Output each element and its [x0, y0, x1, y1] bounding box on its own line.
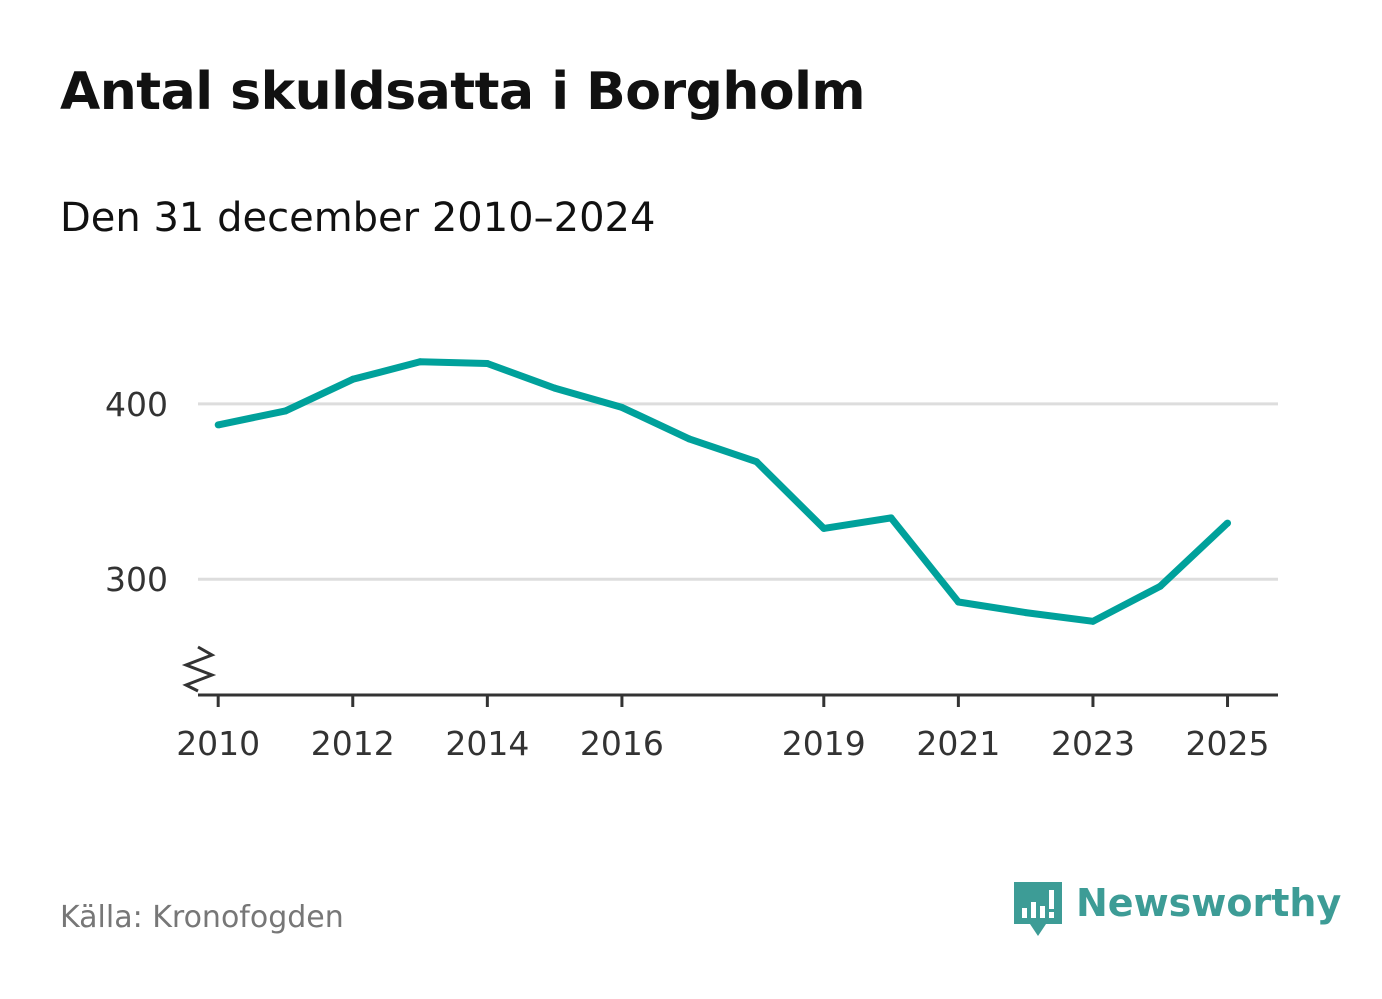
x-tick-label-2016: 2016: [580, 724, 664, 763]
series-layer: [214, 358, 1232, 625]
source-note: Källa: Kronofogden: [60, 900, 344, 935]
chart-title: Antal skuldsatta i Borgholm: [60, 62, 866, 122]
y-tick-label-300: 300: [105, 560, 168, 599]
data-point-2024: [1156, 582, 1164, 590]
data-point-2012: [349, 375, 357, 383]
data-point-2015: [551, 384, 559, 392]
x-tick-label-2023: 2023: [1051, 724, 1135, 763]
data-point-2023: [1089, 617, 1097, 625]
x-axis: [181, 645, 1278, 707]
data-point-2016: [618, 403, 626, 411]
x-tick-label-2012: 2012: [311, 724, 395, 763]
x-tick-label-2021: 2021: [916, 724, 1000, 763]
data-point-2025: [1224, 519, 1232, 527]
data-point-2018: [753, 458, 761, 466]
data-point-2021: [954, 598, 962, 606]
x-tick-label-2010: 2010: [176, 724, 260, 763]
series-line-0: [217, 358, 1230, 625]
data-point-2017: [685, 435, 693, 443]
brand-name: Newsworthy: [1076, 881, 1342, 925]
data-point-2010: [214, 421, 222, 429]
data-point-2019: [820, 524, 828, 532]
data-point-2013: [416, 358, 424, 366]
brand-logo[interactable]: Newsworthy: [1010, 878, 1341, 942]
data-point-2011: [281, 407, 289, 415]
newsworthy-logo-icon: [1014, 882, 1062, 936]
x-tick-label-2014: 2014: [445, 724, 529, 763]
y-axis-break: [181, 645, 217, 693]
data-point-2014: [483, 360, 491, 368]
x-tick-label-2025: 2025: [1186, 724, 1270, 763]
chart-subtitle: Den 31 december 2010–2024: [60, 195, 656, 241]
tick-labels: 300 400 2010 2012 2014 2016 2019 2021 2023 2025: [105, 385, 1270, 763]
gridlines: [198, 402, 1278, 581]
x-tick-label-2019: 2019: [782, 724, 866, 763]
data-point-2022: [1022, 609, 1030, 617]
y-tick-label-400: 400: [105, 385, 168, 424]
data-point-2020: [887, 514, 895, 522]
